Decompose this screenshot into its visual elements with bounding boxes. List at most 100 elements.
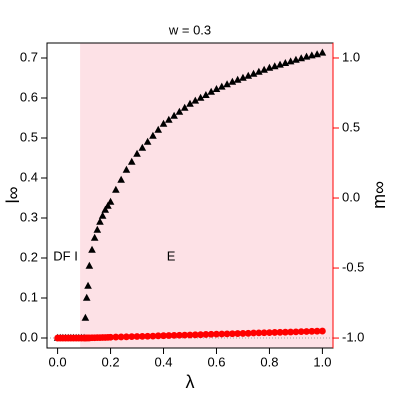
circle-point: [128, 333, 136, 341]
triangle-point: [90, 233, 99, 241]
y-axis-title: l∞: [3, 186, 23, 203]
circle-point: [170, 331, 178, 339]
circle-point: [271, 329, 279, 336]
y2-tick-label: 0.0: [342, 189, 360, 204]
triangle-point: [85, 261, 94, 269]
triangle-point: [122, 165, 131, 173]
region: [80, 43, 333, 348]
circle-point: [133, 333, 141, 340]
circle-point: [292, 328, 300, 336]
triangle-point: [175, 107, 184, 115]
triangle-point: [180, 103, 189, 111]
x-tick-label: 0.2: [102, 354, 120, 369]
regions: [47, 43, 333, 348]
triangle-point: [133, 149, 141, 157]
triangle-point: [159, 119, 168, 127]
triangle-point: [186, 99, 194, 107]
y2-tick-label: 1.0: [342, 49, 360, 64]
circle-point: [107, 333, 114, 341]
circle-point: [276, 328, 284, 336]
circle-point: [117, 333, 125, 341]
y-tick-label: 0.1: [20, 289, 38, 304]
triangle-point: [249, 69, 258, 77]
triangle-point: [196, 93, 205, 101]
circle-point: [154, 332, 162, 340]
triangle-point: [138, 143, 147, 151]
circle-point: [244, 329, 252, 337]
triangle-point: [106, 197, 115, 205]
triangle-point: [93, 225, 102, 233]
y-tick-label: 0.7: [20, 49, 38, 64]
circle-point: [319, 327, 326, 335]
circle-point: [218, 330, 226, 338]
triangle-point: [223, 80, 231, 88]
circle-point: [165, 332, 173, 339]
triangle-point: [239, 73, 247, 81]
circle-point: [197, 331, 204, 339]
y2-axis-title: m∞: [369, 181, 389, 209]
circle-point: [250, 329, 257, 337]
triangle-point: [260, 65, 268, 73]
triangle-point: [82, 293, 91, 301]
y-tick-label: 0.2: [20, 249, 38, 264]
circle-point: [287, 328, 295, 336]
circle-point: [228, 330, 236, 338]
triangle-point: [212, 85, 221, 92]
triangle-point: [217, 82, 226, 90]
y-tick-label: 0.0: [20, 329, 38, 344]
triangle-point: [143, 137, 152, 145]
triangle-point: [228, 77, 237, 85]
region: [47, 43, 81, 348]
triangle-point: [98, 211, 107, 219]
circle-point: [303, 328, 310, 335]
circle-point: [313, 327, 321, 335]
circle-point: [176, 331, 183, 339]
triangle-point: [81, 313, 90, 321]
circle-point: [207, 330, 215, 338]
triangle-point: [255, 67, 263, 75]
circle-point: [260, 329, 268, 337]
y2-tick-label: 0.5: [342, 119, 360, 134]
circle-point: [160, 332, 167, 340]
triangle-point: [165, 115, 173, 123]
y2-tick-label: -0.5: [342, 259, 364, 274]
x-tick-label: 0.0: [49, 354, 67, 369]
circle-point: [239, 330, 247, 337]
circle-point: [181, 331, 189, 339]
circle-point: [138, 332, 146, 340]
circle-point: [202, 331, 210, 338]
x-tick-label: 0.4: [154, 354, 172, 369]
y-tick-label: 0.6: [20, 89, 38, 104]
triangle-point: [202, 91, 210, 98]
y2-tick-label: -1.0: [342, 329, 364, 344]
triangle-point: [127, 157, 136, 165]
triangle-point: [244, 71, 253, 79]
x-axis-title: λ: [186, 372, 195, 392]
circle-point: [281, 328, 289, 336]
circle-point: [149, 332, 157, 340]
circle-point: [223, 330, 231, 338]
chart-title: w = 0.3: [168, 22, 211, 37]
circle-point: [255, 329, 263, 337]
triangle-point: [101, 205, 110, 213]
circle-point: [234, 330, 242, 337]
region-label: E: [167, 248, 176, 263]
y-tick-label: 0.4: [20, 169, 38, 184]
triangle-point: [117, 175, 125, 183]
triangle-point: [112, 185, 120, 193]
circle-point: [213, 330, 220, 338]
triangle-point: [207, 87, 215, 95]
circle-point: [123, 333, 130, 341]
circle-point: [144, 332, 152, 340]
triangle-point: [104, 201, 112, 209]
triangle-point: [96, 217, 104, 225]
triangle-point: [88, 245, 96, 253]
circle-point: [308, 327, 316, 335]
y-tick-label: 0.5: [20, 129, 38, 144]
circle-point: [297, 328, 305, 336]
triangle-point: [318, 48, 327, 56]
triangle-point: [191, 96, 200, 104]
region-label: DF I: [53, 248, 78, 263]
